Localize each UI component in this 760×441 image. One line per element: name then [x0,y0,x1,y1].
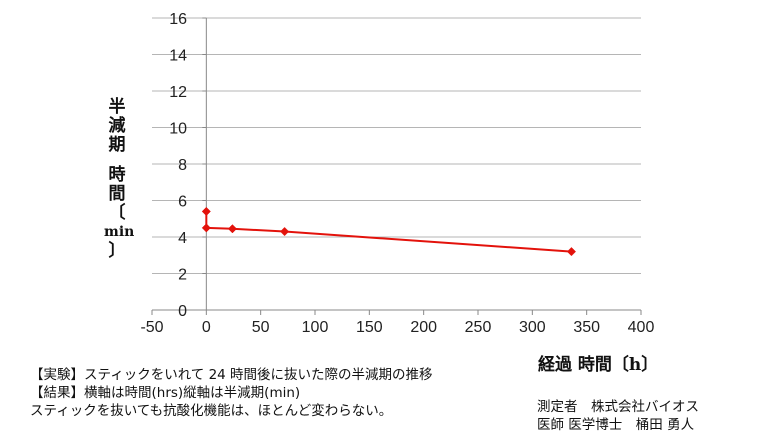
note-line: スティックを抜いても抗酸化機能は、ほとんど変わらない。 [30,403,393,419]
y-axis-label-char: 〔 [108,203,126,223]
data-point-marker [227,224,237,234]
y-tick-label: 0 [178,303,187,320]
note-line: 【実験】スティックをいれて 24 時間後に抜いた際の半減期の推移 [30,367,433,383]
x-tick-label: 300 [519,319,546,336]
x-tick-label: 0 [202,319,211,336]
x-tick-label: 400 [628,319,655,336]
y-axis-label-char: 期 [108,135,126,155]
data-point-marker [201,206,211,217]
gridlines [152,17,641,311]
x-tick-label: 50 [252,319,270,336]
y-axis-label-char: 〕 [108,241,126,261]
data-point-marker [280,226,290,237]
series [201,206,577,257]
y-tick-label: 2 [178,267,187,284]
series-line [205,211,572,253]
x-tick-label: 150 [356,319,383,336]
credit-line: 測定者 株式会社バイオス [537,399,699,415]
x-tick-label: -50 [140,319,163,336]
credit-line: 医師 医学博士 桶田 勇人 [537,417,695,433]
experiment-notes: 【実験】スティックをいれて 24 時間後に抜いた際の半減期の推移 【結果】横軸は… [30,366,433,420]
x-tick-label: 200 [410,319,437,336]
x-tick-label: 100 [302,319,329,336]
y-axis-label-char: 間 [108,184,126,204]
y-tick-label: 10 [169,121,187,138]
x-axis-label: 経過 時間〔h〕 [538,355,659,375]
tick-labels: 0 2 4 6 8 10 12 14 16 -50 0 50 100 150 200 250 300 350 400 [140,11,654,336]
x-tick-label: 350 [573,319,600,336]
data-point-marker [201,223,211,233]
y-axis-label-char: 時 [108,165,126,185]
axes [151,17,642,315]
note-line: 【結果】横軸は時間(hrs)縦軸は半減期(min) [30,385,301,401]
y-tick-label: 6 [178,194,187,211]
y-axis-label-char: 半 [108,97,126,117]
data-point-marker [566,247,577,257]
x-tick-label: 250 [465,319,492,336]
y-tick-label: 12 [169,84,187,101]
credit-block: 測定者 株式会社バイオス 医師 医学博士 桶田 勇人 [537,398,699,434]
y-axis-label-char: min [104,224,135,240]
y-tick-label: 4 [178,230,187,247]
y-axis-label-char: 減 [108,116,126,136]
y-tick-label: 8 [178,157,187,174]
y-tick-label: 16 [169,11,187,28]
y-tick-label: 14 [169,48,187,65]
y-axis-label: 半 減 期 時 間 〔 min 〕 [104,97,135,261]
